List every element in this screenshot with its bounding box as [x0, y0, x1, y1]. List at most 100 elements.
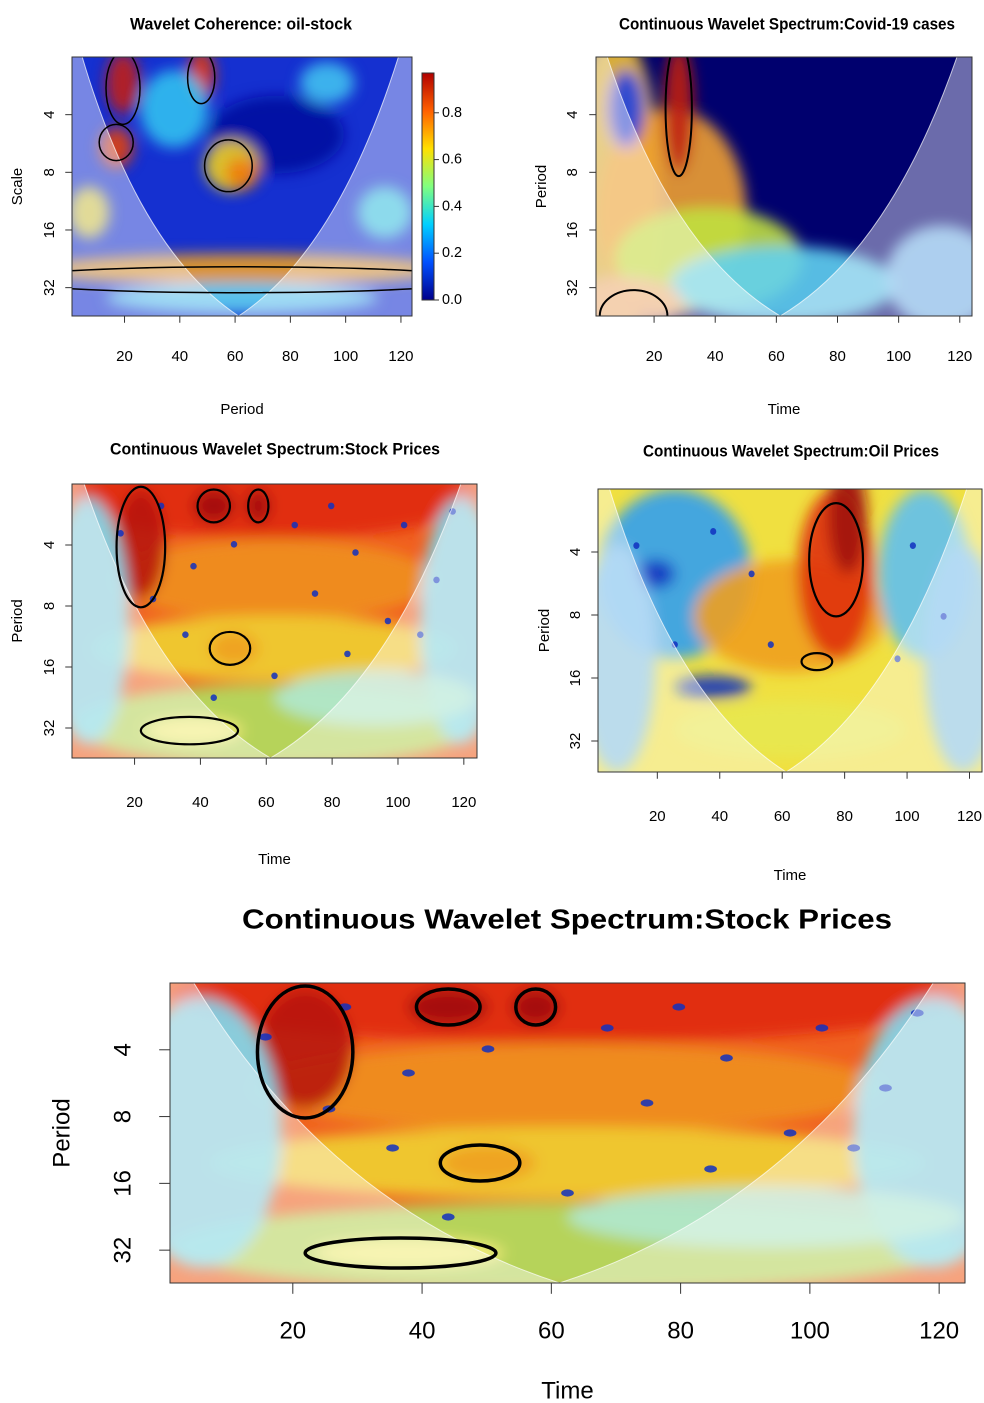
- y-tick-label: 16: [41, 222, 58, 239]
- heatmap-spot: [327, 502, 335, 510]
- heatmap-spot: [704, 1165, 717, 1173]
- x-axis-label: Time: [768, 401, 801, 418]
- heatmap-spot: [672, 1003, 686, 1011]
- heatmap-spot: [182, 631, 189, 638]
- y-tick-label: 4: [564, 110, 581, 118]
- y-tick-label: 32: [109, 1237, 136, 1264]
- x-tick-label: 20: [279, 1317, 306, 1344]
- significance-contour: [255, 984, 355, 1120]
- heatmap-blob: [313, 1238, 504, 1268]
- heatmap-blob: [674, 675, 752, 699]
- heatmap-blobs: [72, 57, 412, 314]
- x-tick-label: 120: [957, 808, 982, 825]
- x-axis-label: Period: [220, 401, 263, 418]
- y-axis-label: Scale: [9, 168, 26, 206]
- heatmap-blob: [116, 489, 166, 600]
- heatmap: [72, 57, 412, 316]
- colorbar: [421, 72, 435, 301]
- heatmap-blob: [72, 186, 110, 239]
- x-tick-label: 60: [227, 348, 244, 365]
- heatmap-blob: [72, 497, 129, 745]
- cone-of-influence: [170, 983, 965, 1283]
- plot-frame: [595, 56, 973, 317]
- cone-of-influence: [72, 57, 412, 316]
- heatmap-blob: [257, 989, 353, 1109]
- significance-contour: [514, 987, 558, 1027]
- heatmap-spot: [748, 570, 755, 578]
- chart-title: Wavelet Coherence: oil-stock: [130, 14, 353, 33]
- x-tick-label: 80: [836, 808, 853, 825]
- heatmap-spot: [210, 694, 217, 702]
- significance-contour: [196, 488, 232, 524]
- x-tick-label: 80: [324, 794, 341, 811]
- heatmap-spot: [879, 1084, 892, 1092]
- y-tick-label: 4: [567, 548, 584, 556]
- heatmap-blob: [598, 545, 656, 772]
- x-tick-label: 80: [829, 348, 846, 365]
- plot-frame: [597, 488, 983, 773]
- colorbar-tick-label: 0.6: [442, 151, 462, 168]
- colorbar-tick-label: 0.0: [442, 291, 462, 308]
- heatmap-spot: [400, 521, 408, 529]
- x-tick-label: 60: [258, 794, 275, 811]
- heatmap-blob: [671, 246, 897, 316]
- heatmap-blob: [674, 701, 906, 758]
- heatmap-blob: [140, 69, 208, 148]
- heatmap-spot: [710, 528, 717, 535]
- heatmap-blob: [193, 489, 234, 523]
- heatmap-blob: [567, 1187, 965, 1247]
- colorbar-tick-label: 0.4: [442, 197, 462, 214]
- plot-frame: [71, 483, 478, 759]
- x-axis-label: Time: [541, 1377, 593, 1403]
- chart-title: Continuous Wavelet Spectrum:Stock Prices: [242, 903, 892, 934]
- heatmap-blob: [636, 559, 675, 589]
- x-tick-label: 120: [947, 348, 972, 365]
- x-tick-label: 40: [192, 794, 209, 811]
- x-tick-label: 20: [126, 794, 143, 811]
- x-tick-label: 60: [774, 808, 791, 825]
- heatmap-blobs: [598, 489, 982, 772]
- heatmap-spot: [441, 1213, 455, 1221]
- heatmap-blob: [249, 1043, 886, 1133]
- chart-title: Continuous Wavelet Spectrum:Covid-19 cas…: [619, 14, 955, 33]
- x-tick-label: 40: [711, 808, 728, 825]
- significance-contour: [208, 630, 252, 666]
- heatmap-spot: [386, 1144, 399, 1152]
- significance-contour: [808, 502, 865, 618]
- y-tick-label: 8: [567, 611, 584, 619]
- heatmap-spot: [344, 650, 351, 658]
- y-tick-label: 32: [41, 279, 58, 296]
- y-axis-label: Period: [533, 165, 550, 208]
- y-tick-label: 4: [41, 110, 58, 118]
- y-tick-label: 16: [564, 222, 581, 239]
- cone-of-influence: [72, 484, 477, 758]
- heatmap-blob: [170, 998, 282, 1268]
- heatmap-spot: [640, 1099, 654, 1107]
- heatmap-blob: [209, 1127, 926, 1199]
- x-tick-label: 100: [333, 348, 358, 365]
- significance-contour: [598, 289, 669, 316]
- heatmap-spot: [291, 521, 298, 529]
- x-tick-label: 100: [385, 794, 410, 811]
- heatmap-blob: [106, 282, 378, 314]
- significance-contour: [438, 1143, 522, 1183]
- y-tick-label: 8: [41, 602, 58, 610]
- heatmap-blob: [274, 670, 477, 726]
- panel: 20 40 60 80 100 120 4 8 16 32 Wavelet Coherence: o…: [9, 14, 462, 418]
- significance-contour: [72, 266, 412, 294]
- cone-of-influence: [596, 57, 972, 316]
- significance-contour: [664, 57, 693, 178]
- cone-of-influence: [598, 489, 982, 772]
- heatmap-blob: [112, 538, 437, 622]
- heatmap-spot: [117, 530, 124, 537]
- heatmap-spot: [600, 1024, 614, 1032]
- heatmap-spot: [190, 562, 197, 570]
- heatmap-spot: [402, 1069, 415, 1077]
- y-tick-label: 4: [109, 1043, 136, 1056]
- x-tick-label: 20: [646, 348, 663, 365]
- heatmap-blob: [209, 631, 259, 665]
- heatmap-spot: [271, 672, 278, 680]
- x-tick-label: 120: [919, 1317, 959, 1344]
- heatmap-blob: [663, 57, 694, 174]
- panel: 20 40 60 80 100 120 4 8 16 32 Continuous Wavelet S…: [9, 439, 478, 868]
